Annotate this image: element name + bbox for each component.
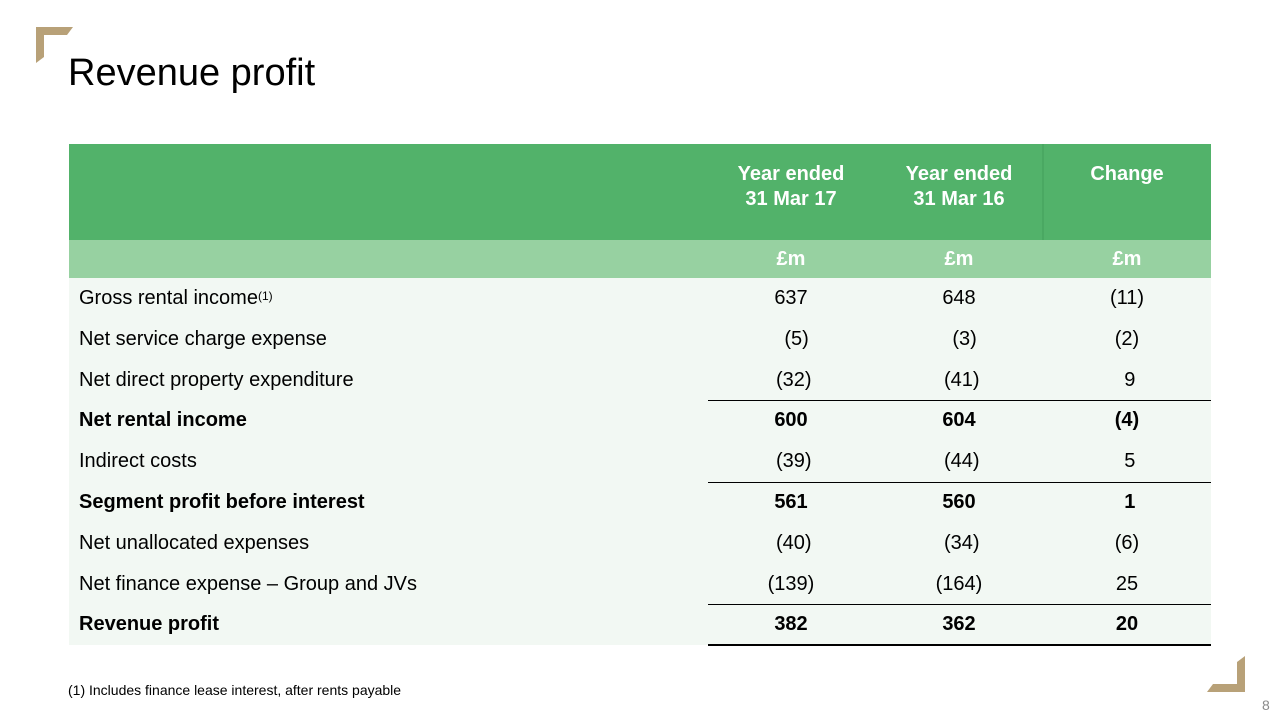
table-row: Net finance expense – Group and JVs (139… — [69, 564, 1211, 605]
unit-label: £m — [776, 248, 806, 270]
cell-fy16: (44) — [938, 450, 980, 473]
cell-change: 25 — [1115, 572, 1139, 595]
corner-bracket-icon — [1207, 656, 1245, 692]
cell-fy16: 604 — [942, 409, 976, 432]
row-label: Net rental income — [79, 409, 247, 432]
cell-fy17: 600 — [774, 409, 808, 432]
cell-fy17: (39) — [770, 450, 812, 473]
row-label: Net unallocated expenses — [79, 531, 310, 554]
cell-change: 5 — [1118, 450, 1136, 473]
subtotal-row: Segment profit before interest 561 560 1 — [69, 481, 1211, 523]
row-label: Net direct property expenditure — [79, 368, 354, 391]
column-header-fy17: Year ended 31 Mar 17 — [737, 163, 845, 210]
cell-change: (6) — [1114, 531, 1140, 554]
unit-label: £m — [944, 248, 974, 270]
cell-fy16: (34) — [938, 531, 980, 554]
row-label: Net finance expense – Group and JVs — [79, 572, 417, 595]
column-header-change: Change — [1090, 163, 1164, 185]
cell-change: 9 — [1118, 368, 1136, 391]
table-row: Net unallocated expenses (40) (34) (6) — [69, 523, 1211, 564]
column-header-fy16: Year ended 31 Mar 16 — [905, 163, 1013, 210]
revenue-profit-table: Year ended 31 Mar 17 Year ended 31 Mar 1… — [69, 144, 1211, 647]
page-title: Revenue profit — [68, 52, 316, 94]
table-row: Net service charge expense (5) (3) (2) — [69, 319, 1211, 360]
corner-bracket-icon — [36, 27, 73, 63]
cell-change: (4) — [1114, 409, 1140, 432]
cell-fy16: (3) — [941, 327, 977, 350]
subtotal-rule — [708, 400, 1211, 402]
cell-fy17: (40) — [770, 531, 812, 554]
cell-fy17: (5) — [773, 327, 809, 350]
cell-fy16: (41) — [938, 368, 980, 391]
row-label: Segment profit before interest — [79, 490, 365, 513]
cell-fy16: 362 — [942, 613, 976, 636]
cell-change: 1 — [1118, 490, 1136, 513]
cell-fy16: (164) — [935, 572, 983, 595]
cell-fy17: 637 — [774, 287, 808, 309]
table-row: Indirect costs (39) (44) 5 — [69, 441, 1211, 482]
cell-change: 20 — [1115, 613, 1139, 636]
total-row: Revenue profit 382 362 20 — [69, 604, 1211, 647]
row-label: Revenue profit — [79, 613, 220, 636]
page-number: 8 — [1262, 697, 1270, 713]
cell-change: (2) — [1114, 327, 1140, 350]
table-row: Gross rental income(1) 637 648 (11) — [69, 278, 1211, 319]
header-divider — [1042, 144, 1044, 240]
table-header: Year ended 31 Mar 17 Year ended 31 Mar 1… — [69, 144, 1211, 240]
unit-label: £m — [1112, 248, 1142, 270]
footnote: (1) Includes finance lease interest, aft… — [68, 682, 402, 698]
units-row: £m £m £m — [69, 240, 1211, 278]
row-label: Net service charge expense — [79, 327, 327, 350]
footnote-marker: (1) — [257, 289, 273, 303]
cell-fy17: (32) — [770, 368, 812, 391]
subtotal-row: Net rental income 600 604 (4) — [69, 400, 1211, 441]
table-body: Gross rental income(1) 637 648 (11) Net … — [69, 278, 1211, 647]
row-label: Indirect costs — [79, 450, 197, 473]
row-label: Gross rental income(1) — [79, 287, 273, 309]
total-bottom-rule — [708, 644, 1211, 647]
cell-fy16: 560 — [942, 490, 976, 513]
cell-fy17: 561 — [774, 490, 808, 513]
cell-fy17: 382 — [774, 613, 808, 636]
table-row: Net direct property expenditure (32) (41… — [69, 360, 1211, 401]
total-rule — [708, 604, 1211, 606]
subtotal-rule — [708, 481, 1211, 483]
cell-change: (11) — [1109, 287, 1145, 309]
cell-fy17: (139) — [767, 572, 815, 595]
cell-fy16: 648 — [942, 287, 976, 309]
